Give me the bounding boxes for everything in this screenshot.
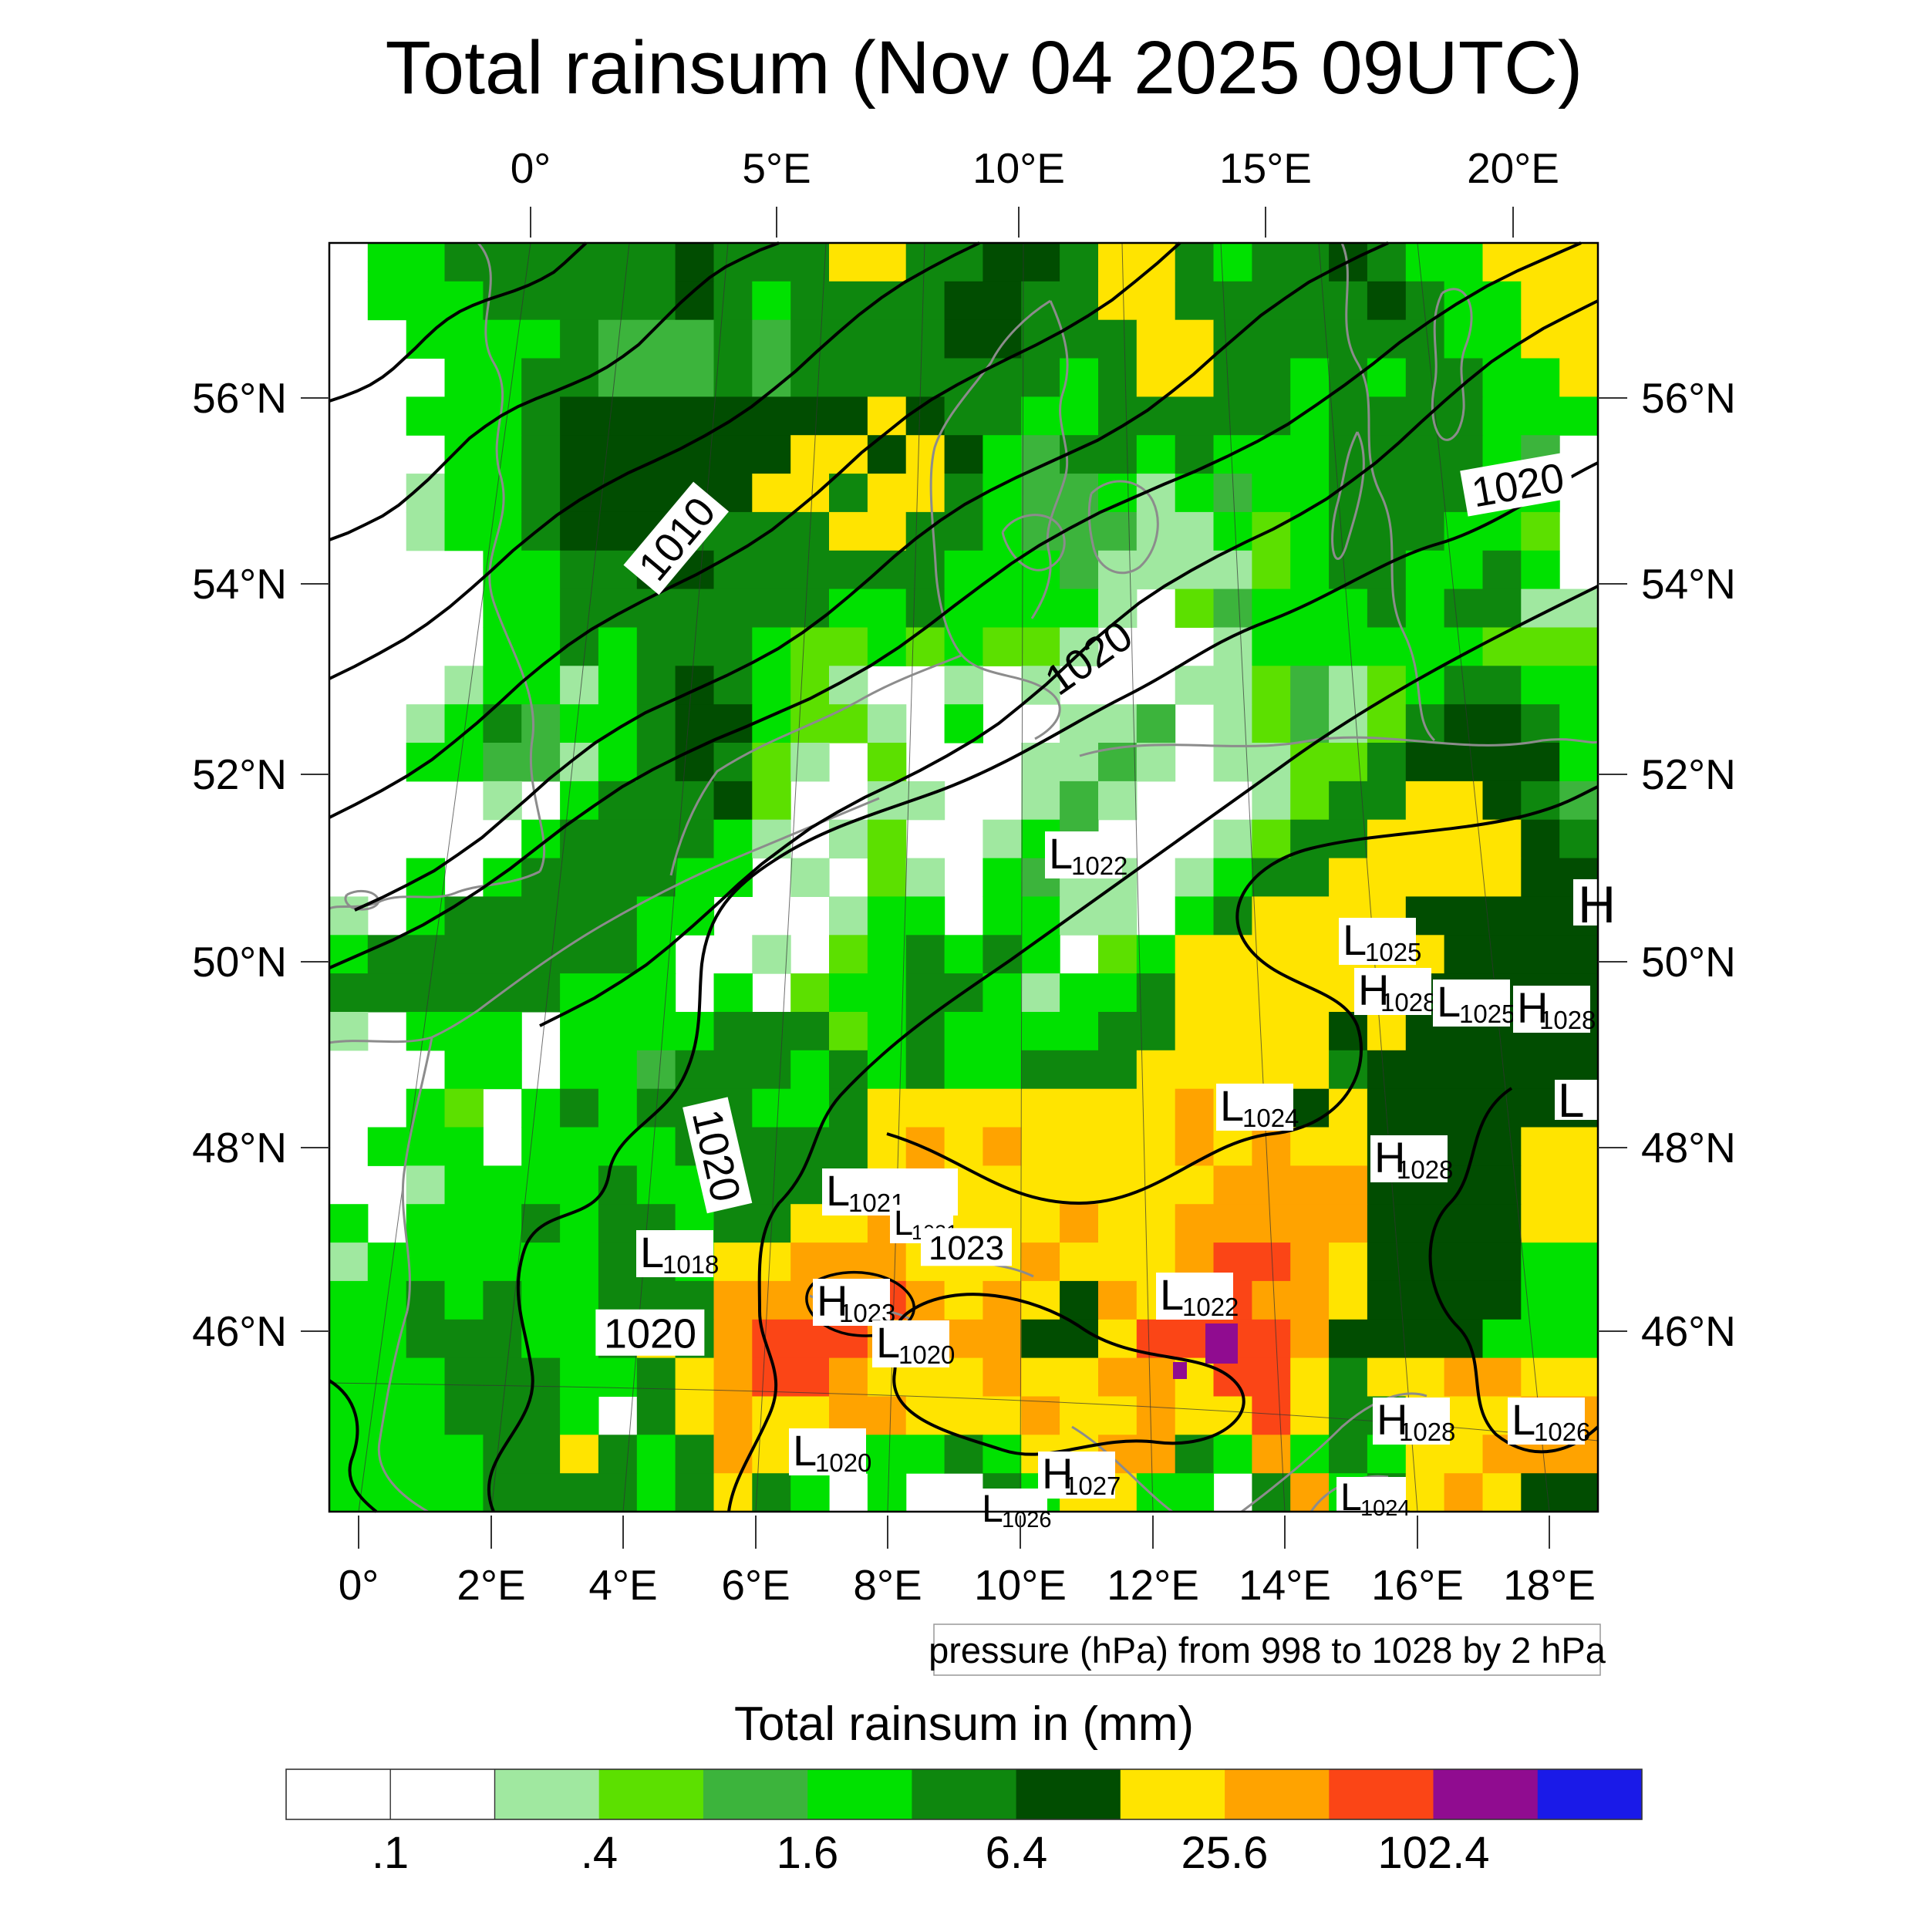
svg-text:10°E: 10°E [974, 1561, 1067, 1609]
svg-text:1027: 1027 [1064, 1472, 1121, 1500]
svg-text:1022: 1022 [1071, 851, 1127, 880]
svg-text:.1: .1 [372, 1828, 409, 1878]
svg-text:H: H [817, 1276, 848, 1325]
svg-text:Total rainsum (Nov 04 2025 09U: Total rainsum (Nov 04 2025 09UTC) [386, 25, 1583, 110]
svg-text:H: H [1517, 983, 1548, 1032]
svg-text:1026: 1026 [1534, 1418, 1590, 1446]
svg-text:50°N: 50°N [1641, 938, 1736, 986]
svg-text:L: L [640, 1228, 664, 1276]
svg-text:50°N: 50°N [192, 938, 287, 986]
svg-text:56°N: 56°N [1641, 374, 1736, 422]
svg-text:54°N: 54°N [192, 560, 287, 608]
svg-text:15°E: 15°E [1219, 144, 1312, 192]
svg-text:H: H [1358, 966, 1389, 1014]
svg-text:Total rainsum in (mm): Total rainsum in (mm) [734, 1698, 1194, 1751]
svg-text:8°E: 8°E [853, 1561, 922, 1609]
svg-text:0°: 0° [511, 144, 551, 192]
svg-text:102.4: 102.4 [1377, 1828, 1489, 1878]
svg-text:H: H [1377, 1395, 1407, 1444]
svg-text:12°E: 12°E [1107, 1561, 1199, 1609]
svg-text:L: L [1437, 977, 1461, 1026]
svg-text:20°E: 20°E [1467, 144, 1559, 192]
svg-text:1018: 1018 [662, 1250, 719, 1279]
svg-text:5°E: 5°E [742, 144, 811, 192]
svg-text:1020: 1020 [898, 1340, 955, 1369]
svg-text:16°E: 16°E [1371, 1561, 1464, 1609]
svg-text:25.6: 25.6 [1181, 1828, 1269, 1878]
svg-text:L: L [982, 1487, 1003, 1530]
svg-text:1024: 1024 [1242, 1104, 1299, 1132]
svg-text:1025: 1025 [1459, 1000, 1515, 1028]
svg-text:1020: 1020 [604, 1310, 696, 1357]
svg-text:46°N: 46°N [1641, 1307, 1736, 1355]
svg-text:L: L [1343, 915, 1367, 964]
svg-text:1023: 1023 [929, 1229, 1004, 1267]
svg-text:L: L [1160, 1270, 1184, 1319]
svg-text:0°: 0° [339, 1561, 379, 1609]
svg-text:14°E: 14°E [1239, 1561, 1331, 1609]
svg-text:1028: 1028 [1397, 1155, 1453, 1184]
svg-text:H: H [1578, 875, 1616, 934]
svg-text:1028: 1028 [1539, 1006, 1596, 1034]
svg-text:54°N: 54°N [1641, 560, 1736, 608]
svg-text:48°N: 48°N [192, 1124, 287, 1172]
svg-text:1025: 1025 [1365, 938, 1421, 966]
svg-text:L: L [1558, 1074, 1584, 1128]
svg-text:52°N: 52°N [192, 750, 287, 798]
svg-text:L: L [793, 1426, 817, 1475]
svg-text:56°N: 56°N [192, 374, 287, 422]
svg-text:L: L [894, 1203, 913, 1242]
svg-text:L: L [876, 1318, 900, 1367]
svg-text:6.4: 6.4 [986, 1828, 1048, 1878]
svg-text:10°E: 10°E [972, 144, 1065, 192]
svg-text:46°N: 46°N [192, 1307, 287, 1355]
svg-text:1024: 1024 [1360, 1496, 1411, 1521]
svg-text:18°E: 18°E [1503, 1561, 1596, 1609]
svg-text:48°N: 48°N [1641, 1124, 1736, 1172]
svg-text:1.6: 1.6 [777, 1828, 839, 1878]
svg-text:L: L [826, 1166, 850, 1215]
svg-text:L: L [1512, 1395, 1535, 1444]
svg-text:L: L [1220, 1081, 1244, 1130]
svg-text:H: H [1374, 1133, 1405, 1182]
svg-text:52°N: 52°N [1641, 750, 1736, 798]
svg-text:1028: 1028 [1399, 1418, 1455, 1446]
svg-text:1028: 1028 [1380, 988, 1437, 1017]
svg-text:1022: 1022 [1182, 1293, 1239, 1321]
svg-text:6°E: 6°E [721, 1561, 790, 1609]
svg-text:pressure (hPa) from 998 to 102: pressure (hPa) from 998 to 1028 by 2 hPa [929, 1630, 1606, 1671]
svg-text:2°E: 2°E [457, 1561, 525, 1609]
svg-text:1020: 1020 [815, 1448, 871, 1477]
svg-text:4°E: 4°E [588, 1561, 657, 1609]
svg-text:L: L [1049, 829, 1073, 878]
svg-text:.4: .4 [581, 1828, 618, 1878]
